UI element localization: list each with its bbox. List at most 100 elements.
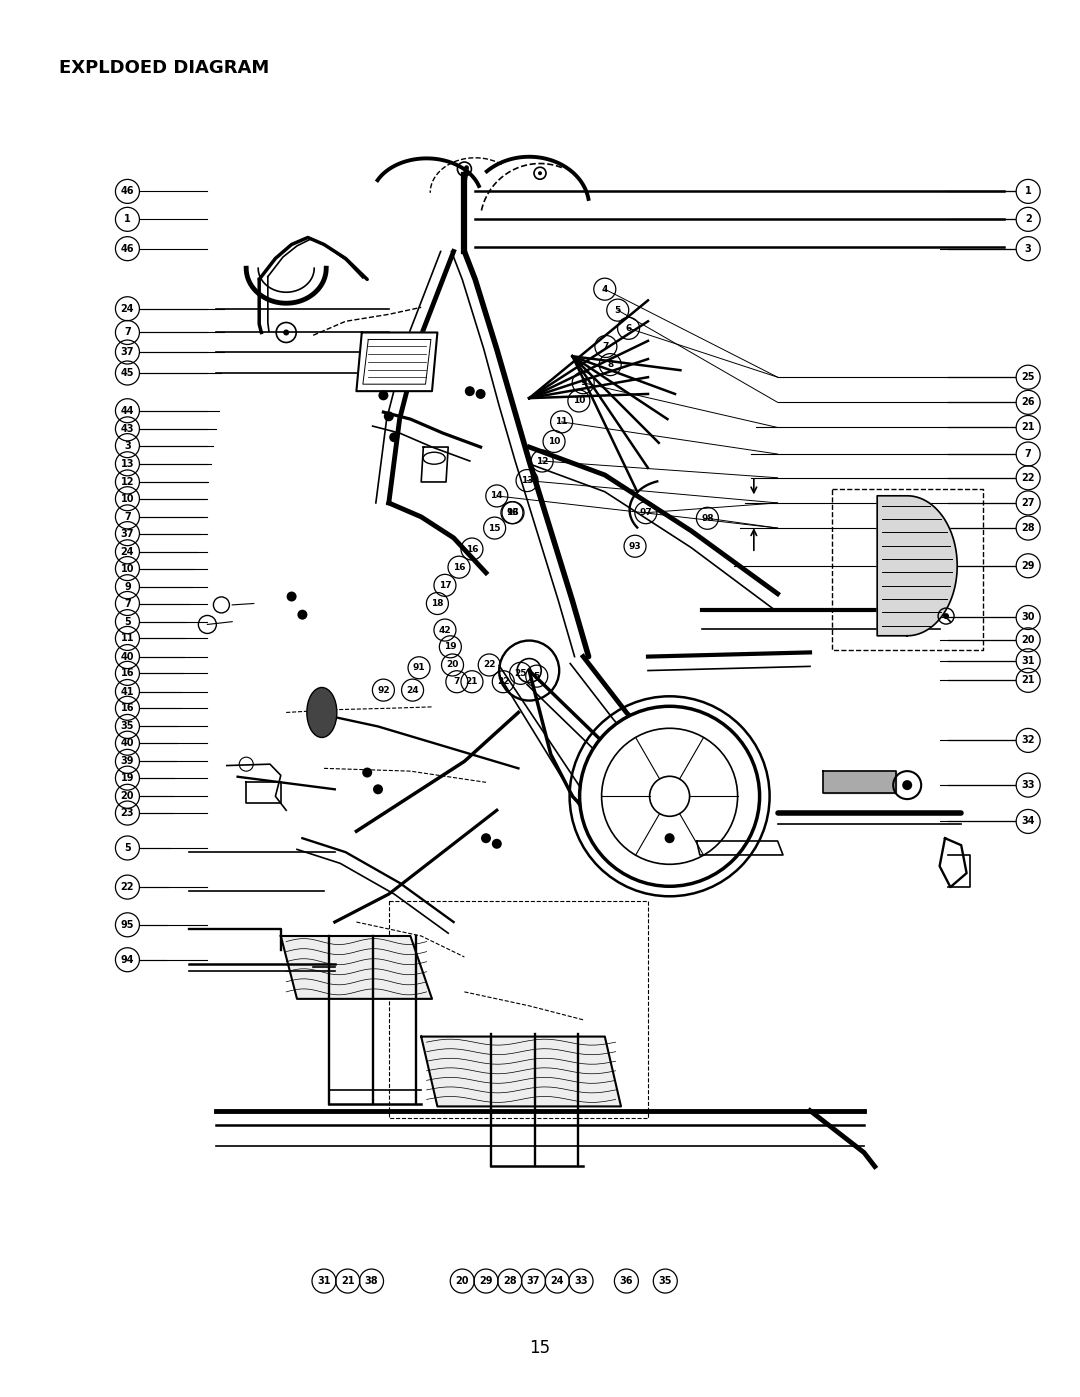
Text: 25: 25	[514, 669, 527, 678]
Text: 92: 92	[377, 686, 390, 694]
Text: 35: 35	[659, 1275, 672, 1287]
Text: 15: 15	[529, 1340, 551, 1356]
Text: 28: 28	[1022, 522, 1035, 534]
Text: 33: 33	[575, 1275, 588, 1287]
Text: 91: 91	[413, 664, 426, 672]
Text: 93: 93	[629, 542, 642, 550]
Text: 13: 13	[121, 458, 134, 469]
Text: 38: 38	[365, 1275, 378, 1287]
Text: 32: 32	[1022, 735, 1035, 746]
Text: 39: 39	[121, 756, 134, 767]
Text: 10: 10	[548, 437, 561, 446]
Text: 13: 13	[505, 509, 518, 517]
Text: 3: 3	[124, 440, 131, 451]
Text: 46: 46	[121, 186, 134, 197]
Text: 27: 27	[1022, 497, 1035, 509]
Text: 37: 37	[527, 1275, 540, 1287]
Text: 17: 17	[438, 581, 451, 590]
Text: 95: 95	[121, 919, 134, 930]
Text: 1: 1	[1025, 186, 1031, 197]
Text: 45: 45	[121, 367, 134, 379]
Text: 4: 4	[602, 285, 608, 293]
Text: 40: 40	[121, 651, 134, 662]
Text: 7: 7	[1025, 448, 1031, 460]
Text: 20: 20	[1022, 634, 1035, 645]
Polygon shape	[823, 771, 896, 793]
Circle shape	[297, 609, 308, 620]
Polygon shape	[877, 496, 957, 636]
Text: 12: 12	[121, 476, 134, 488]
Text: 22: 22	[483, 661, 496, 669]
Text: 9: 9	[580, 379, 586, 387]
Text: 7: 7	[454, 678, 460, 686]
Text: 1: 1	[124, 214, 131, 225]
Text: 3: 3	[1025, 243, 1031, 254]
Text: 5: 5	[124, 616, 131, 627]
Text: 41: 41	[121, 686, 134, 697]
Text: 5: 5	[534, 672, 540, 680]
Text: 24: 24	[551, 1275, 564, 1287]
Text: 21: 21	[465, 678, 478, 686]
Text: 9: 9	[124, 581, 131, 592]
Text: 97: 97	[639, 509, 652, 517]
Circle shape	[362, 767, 373, 778]
Text: 35: 35	[121, 721, 134, 732]
Circle shape	[475, 388, 486, 400]
Text: 11: 11	[555, 418, 568, 426]
Text: 16: 16	[121, 668, 134, 679]
Text: 20: 20	[121, 791, 134, 802]
Text: 2: 2	[1025, 214, 1031, 225]
Text: 31: 31	[1022, 655, 1035, 666]
Text: EXPLDOED DIAGRAM: EXPLDOED DIAGRAM	[59, 59, 270, 77]
Circle shape	[389, 432, 400, 443]
Text: 42: 42	[438, 626, 451, 634]
Text: 34: 34	[1022, 816, 1035, 827]
Text: 21: 21	[1022, 422, 1035, 433]
Text: 10: 10	[121, 563, 134, 574]
Text: 31: 31	[318, 1275, 330, 1287]
Text: 29: 29	[1022, 560, 1035, 571]
Text: 22: 22	[121, 882, 134, 893]
Text: 19: 19	[121, 773, 134, 784]
Text: 20: 20	[446, 661, 459, 669]
Text: 98: 98	[701, 514, 714, 522]
Text: 7: 7	[603, 342, 609, 351]
Circle shape	[902, 780, 913, 791]
Text: 15: 15	[488, 524, 501, 532]
Polygon shape	[356, 332, 437, 391]
Text: 96: 96	[507, 509, 519, 517]
Text: 40: 40	[121, 738, 134, 749]
Text: 10: 10	[121, 493, 134, 504]
Text: 37: 37	[121, 346, 134, 358]
Text: 24: 24	[121, 303, 134, 314]
Circle shape	[664, 833, 675, 844]
Text: 23: 23	[121, 807, 134, 819]
Text: 36: 36	[620, 1275, 633, 1287]
Circle shape	[373, 784, 383, 795]
Text: 21: 21	[341, 1275, 354, 1287]
Text: 14: 14	[490, 492, 503, 500]
Text: 22: 22	[1022, 472, 1035, 483]
Circle shape	[481, 833, 491, 844]
Text: 5: 5	[615, 306, 621, 314]
Text: 20: 20	[456, 1275, 469, 1287]
Text: 30: 30	[1022, 612, 1035, 623]
Text: 7: 7	[124, 327, 131, 338]
Text: 12: 12	[536, 457, 549, 465]
Circle shape	[286, 591, 297, 602]
Text: 26: 26	[1022, 397, 1035, 408]
Text: 6: 6	[625, 324, 632, 332]
Circle shape	[464, 386, 475, 397]
Text: 5: 5	[124, 842, 131, 854]
Text: 22: 22	[497, 678, 510, 686]
Polygon shape	[421, 1037, 621, 1106]
Text: 19: 19	[444, 643, 457, 651]
Text: 37: 37	[121, 528, 134, 539]
Text: 24: 24	[406, 686, 419, 694]
Circle shape	[491, 838, 502, 849]
Text: 8: 8	[607, 360, 613, 369]
Text: 7: 7	[124, 511, 131, 522]
Text: 21: 21	[1022, 675, 1035, 686]
Circle shape	[378, 390, 389, 401]
Circle shape	[943, 613, 949, 619]
